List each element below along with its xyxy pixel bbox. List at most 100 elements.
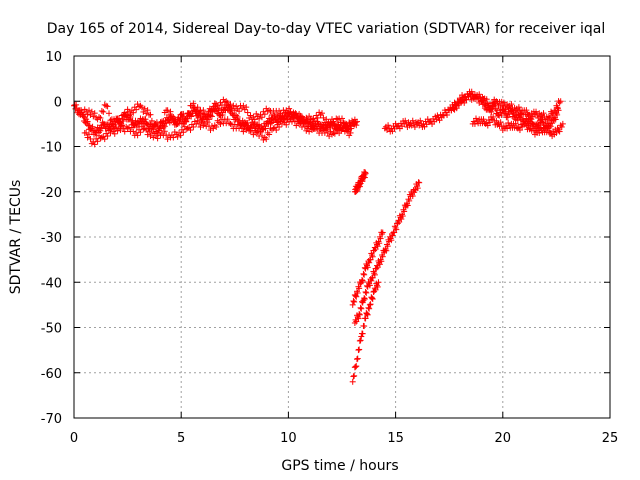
data-point [493,98,500,105]
series-descending-arc-1 [351,168,369,195]
data-point [497,119,504,126]
y-tick-label: -40 [41,276,62,291]
data-point [351,120,358,127]
data-point [103,102,110,109]
data-point [226,104,233,111]
data-point [130,128,137,135]
data-point [313,125,320,132]
data-point [450,105,457,112]
data-point [144,131,151,138]
data-point [371,271,378,278]
y-tick-label: -50 [41,322,62,337]
data-point [355,315,362,322]
data-point [406,197,413,204]
data-point [350,373,357,380]
data-point [362,315,369,322]
data-point [343,124,350,131]
data-point [533,108,540,115]
x-tick-labels: 0 5 10 15 20 25 [70,431,618,446]
data-point [368,277,375,284]
data-point [87,111,94,118]
data-point [118,122,125,129]
data-point [339,115,345,122]
y-tick-label: -20 [41,186,62,201]
chart-title: Day 165 of 2014, Sidereal Day-to-day VTE… [47,21,605,37]
data-point [167,108,174,115]
data-point [326,133,333,140]
data-point [366,282,373,289]
data-point [226,120,233,127]
data-point [98,107,105,114]
data-point [118,112,125,119]
data-point [519,123,526,130]
data-point [371,288,378,295]
data-point [416,179,423,186]
data-point [148,129,155,136]
data-point [558,123,565,130]
x-tick-label: 25 [602,431,619,446]
data-point [101,101,108,108]
data-point [244,119,251,126]
data-point [444,111,451,118]
data-point [536,130,543,137]
data-point [148,117,155,124]
data-point [356,311,363,318]
data-point [476,91,483,98]
data-point [140,108,147,115]
data-point [227,120,234,127]
data-point [124,125,131,132]
data-point [211,107,218,114]
data-point [357,304,364,311]
data-point [550,111,557,118]
data-point [356,346,363,353]
data-point [398,216,405,223]
data-point [258,132,265,139]
data-point [349,117,356,124]
data-point [263,136,270,143]
data-point [554,104,561,111]
data-point [334,116,341,123]
data-point [480,116,487,123]
data-point [359,298,366,305]
data-point [353,293,360,300]
data-point [321,119,328,126]
data-point [362,170,369,177]
data-point [364,311,371,318]
data-point [91,141,98,148]
data-point [100,108,107,115]
data-point [374,283,381,290]
data-point [116,118,123,125]
data-point [296,110,303,117]
data-point [140,126,147,133]
data-point [207,112,214,119]
data-point [493,117,500,124]
data-point [347,129,354,136]
data-point [488,105,495,112]
series-descending-arc-2 [349,229,386,308]
y-tick-label: 10 [45,50,62,65]
data-point [240,128,247,135]
data-point [369,295,376,302]
data-point [356,285,363,292]
data-point [516,127,523,134]
data-point [374,243,381,250]
data-point [130,109,137,116]
data-point [331,121,338,128]
data-point [146,128,153,135]
data-point [557,98,564,105]
data-point [106,110,113,117]
data-point [142,116,149,123]
y-tick-label: -10 [41,141,62,156]
data-point [404,202,411,209]
data-point [266,131,273,138]
data-point [154,135,161,142]
data-point [320,126,327,133]
data-point [490,113,497,120]
data-point [414,185,421,192]
data-point [349,301,356,308]
data-point [291,111,298,118]
data-point [369,295,376,302]
data-point [359,277,366,284]
data-point [326,120,333,127]
